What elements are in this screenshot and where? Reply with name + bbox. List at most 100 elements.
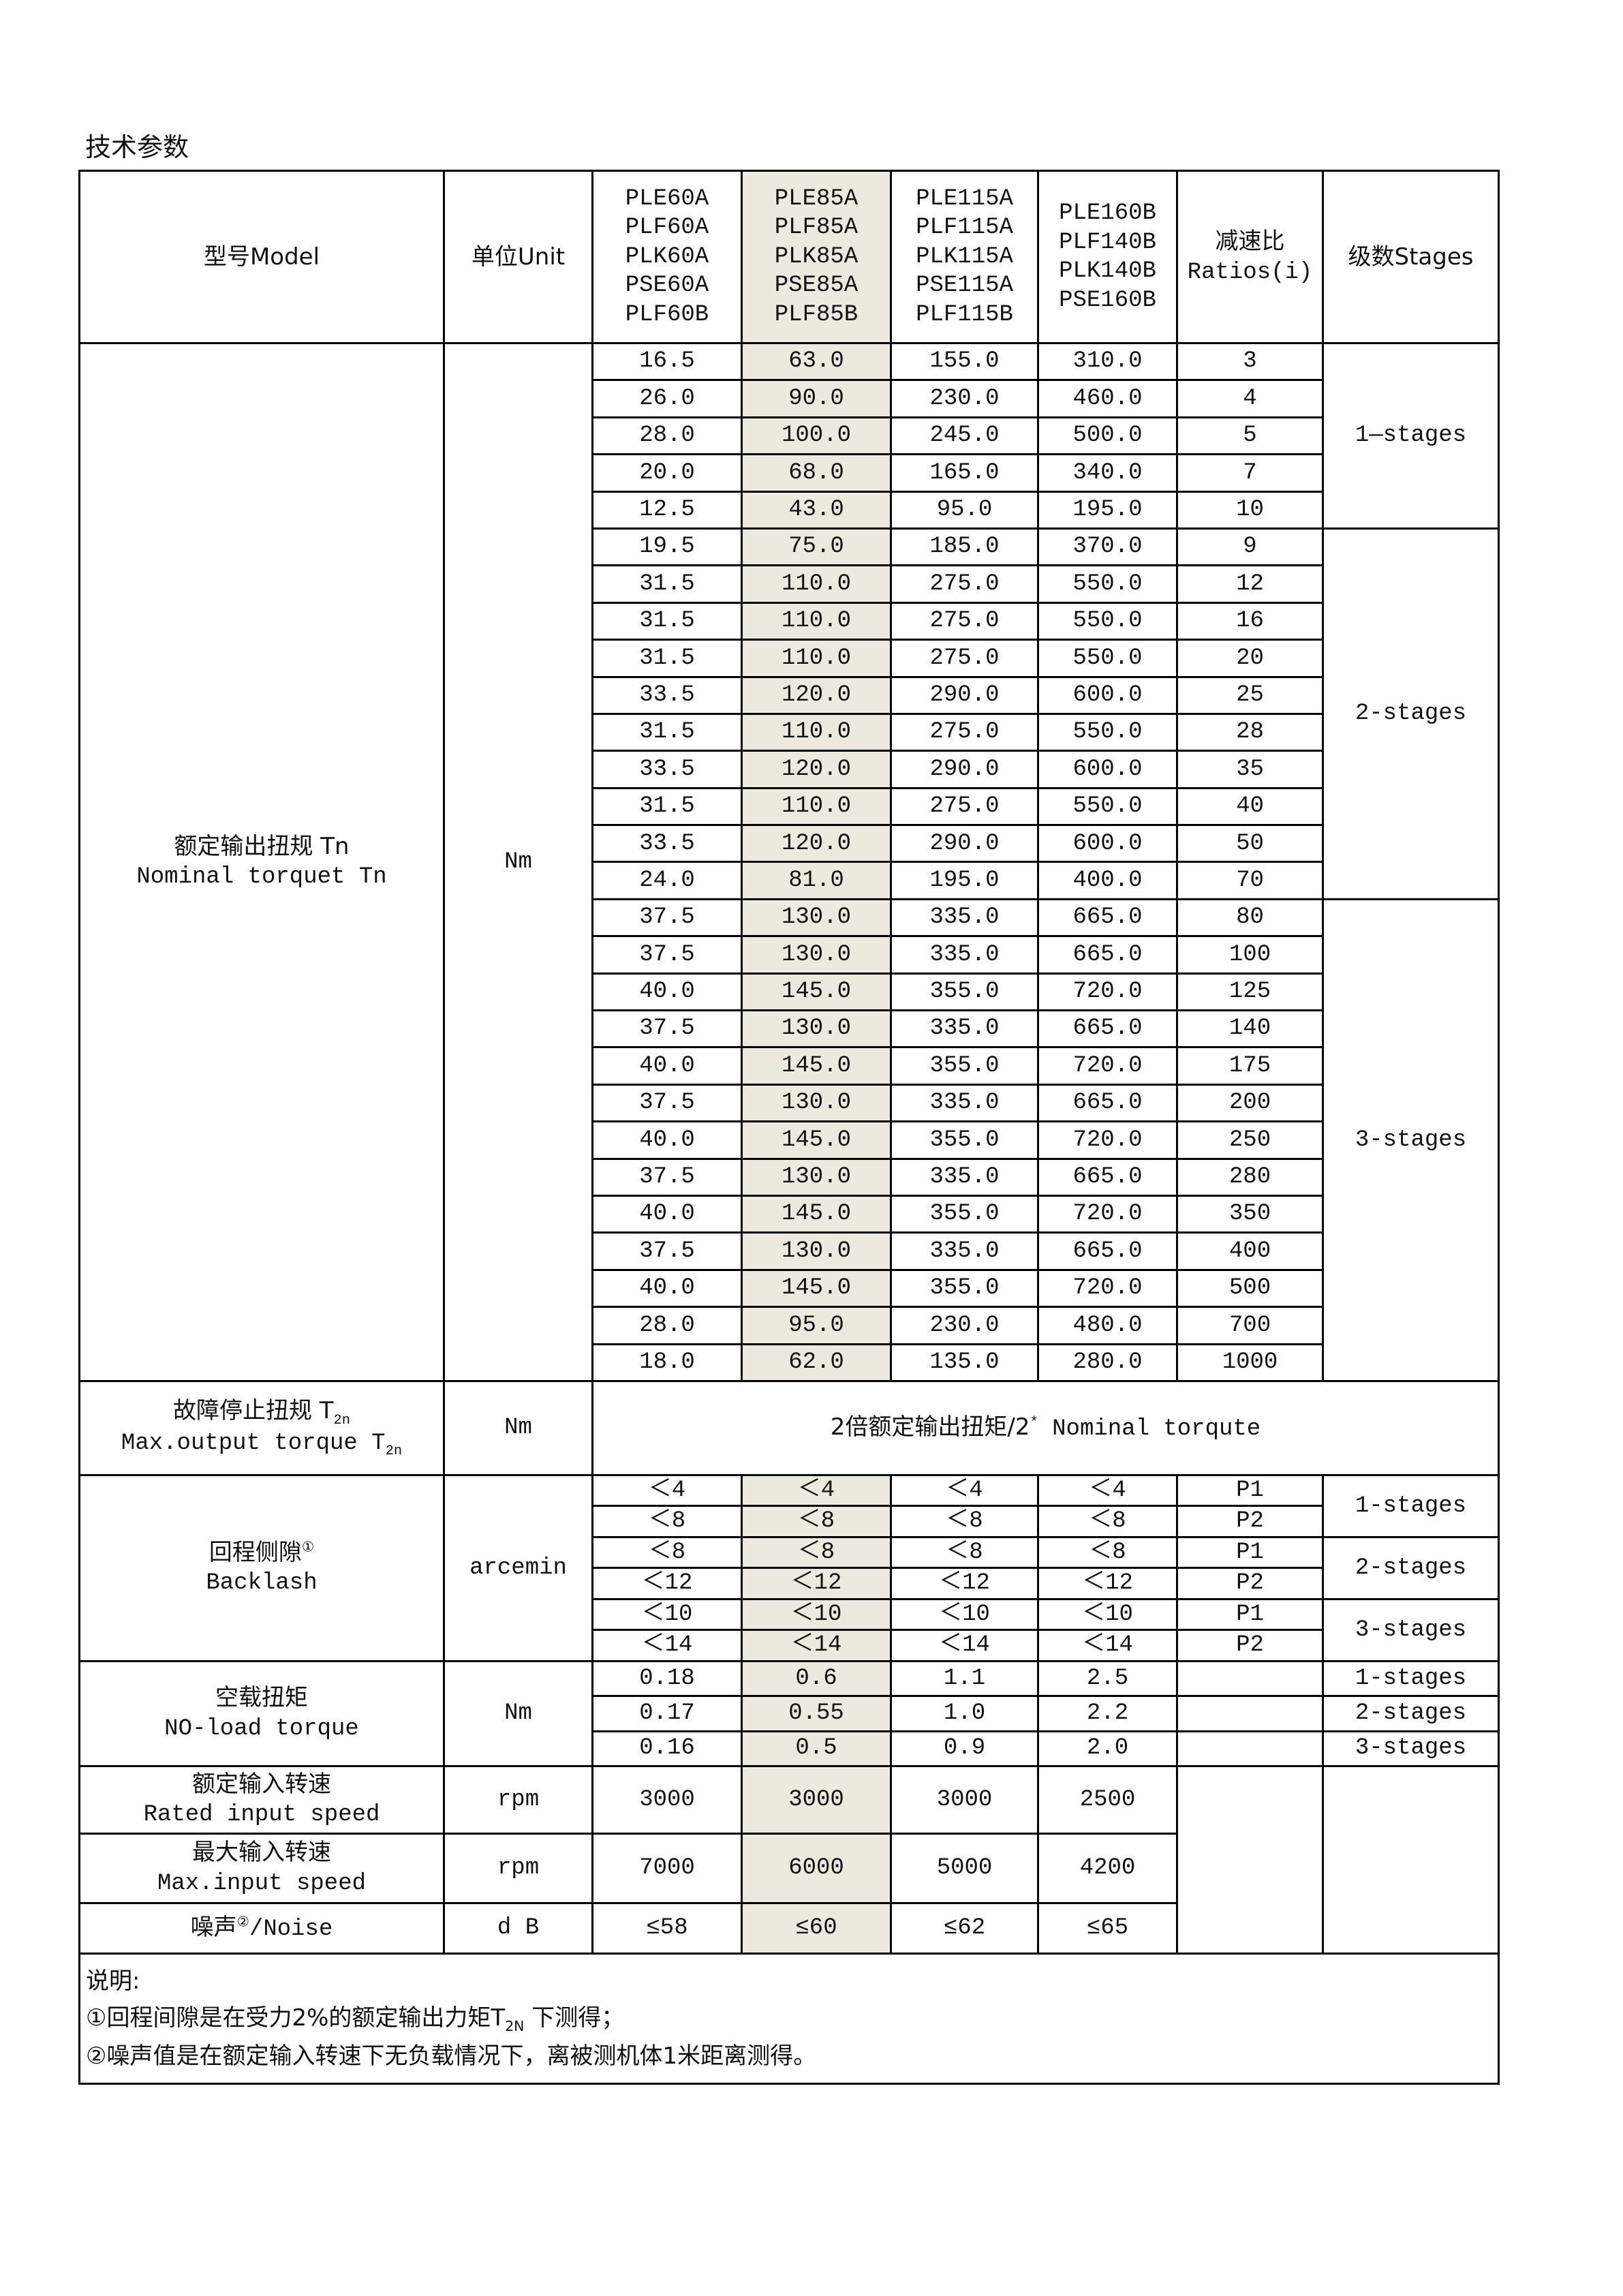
ratio-value: 3	[1176, 341, 1324, 382]
ratio-value: 4	[1176, 379, 1324, 418]
ratio-value: 280	[1176, 1157, 1324, 1197]
ratio-value: 5	[1176, 416, 1324, 456]
ratio-value: 200	[1176, 1083, 1324, 1123]
empty-cell	[1176, 1659, 1324, 1698]
model-name: PLF60A	[625, 215, 709, 241]
torque-value: 37.5	[591, 1009, 743, 1049]
max-torque-value: 2倍额定输出扭矩/2* Nominal torqute	[591, 1379, 1500, 1476]
torque-value: 31.5	[591, 786, 743, 827]
torque-value: 63.0	[741, 341, 892, 382]
table-row: 故障停止扭规 T2n Max.output torque T2n Nm 2倍额定输出扭…	[78, 1379, 1500, 1476]
stage-group: 1-stages	[1322, 1659, 1500, 1698]
table-row: 12.5 43.0 95.0 195.0 10	[80, 490, 1499, 530]
noise-value: ≤58	[591, 1901, 743, 1955]
torque-value: 33.5	[591, 750, 743, 789]
model-name: PLF60B	[625, 301, 709, 328]
value-tail: Nominal torqute	[1038, 1415, 1261, 1442]
model-name: PLK85A	[774, 243, 859, 270]
ratio-value: 12	[1176, 564, 1324, 604]
backlash-label: 回程侧隙① Backlash	[78, 1473, 445, 1662]
torque-value: 110.0	[741, 601, 892, 641]
model-name: PLK115A	[916, 243, 1013, 270]
table-row: 33.5 120.0 290.0 600.0 50	[80, 824, 1499, 863]
stage-group: 1-stages	[1322, 1473, 1500, 1538]
no-load-value: 2.2	[1037, 1695, 1178, 1732]
backlash-value: ＜8	[591, 1505, 743, 1538]
torque-value: 600.0	[1037, 675, 1178, 715]
backlash-value: ＜12	[591, 1567, 743, 1600]
no-load-value: 0.17	[591, 1695, 743, 1732]
backlash-value: ＜4	[1037, 1473, 1178, 1507]
table-row: 空载扭矩 NO-load torque Nm 0.18 0.6 1.1 2.5 1-stage…	[78, 1659, 1500, 1767]
no-load-value: 0.18	[591, 1659, 743, 1698]
torque-value: 145.0	[741, 1194, 892, 1234]
noise-unit: d B	[443, 1901, 593, 1955]
torque-value: 720.0	[1037, 1046, 1178, 1086]
torque-value: 335.0	[890, 898, 1039, 938]
noise-value: ≤65	[1037, 1901, 1178, 1955]
torque-value: 31.5	[591, 639, 743, 678]
backlash-value: ＜8	[1037, 1535, 1178, 1570]
model-name: PLF115A	[916, 215, 1013, 241]
label-en: NO-load torque	[164, 1715, 359, 1742]
label-en: Backlash	[206, 1570, 318, 1597]
noise-label: 噪声②/Noise	[78, 1901, 445, 1955]
ratio-value: 7	[1176, 453, 1324, 493]
torque-value: 600.0	[1037, 750, 1178, 789]
torque-value: 500.0	[1037, 416, 1178, 456]
label-cn: 回程侧隙	[208, 1538, 302, 1566]
rated-speed-value: 3000	[890, 1764, 1039, 1835]
rated-speed-value: 3000	[591, 1764, 743, 1835]
table-row: 28.0 100.0 245.0 500.0 5	[80, 416, 1499, 456]
model-name: PSE160B	[1059, 287, 1156, 313]
torque-value: 720.0	[1037, 1194, 1178, 1234]
stage-group: 3-stages	[1322, 1597, 1500, 1662]
table-row: 0.17 0.55 1.0 2.2 2-stages	[80, 1695, 1500, 1732]
backlash-value: ＜14	[890, 1629, 1039, 1662]
ratio-value: 250	[1176, 1120, 1324, 1160]
noise-value: ≤60	[741, 1901, 892, 1955]
table-row: 37.5 130.0 335.0 665.0 140	[80, 1009, 1499, 1049]
torque-value: 135.0	[890, 1343, 1039, 1382]
table-row: 31.5 110.0 275.0 550.0 12	[80, 564, 1499, 604]
torque-value: 165.0	[890, 453, 1039, 493]
torque-value: 16.5	[591, 341, 743, 382]
torque-value: 120.0	[741, 824, 892, 863]
model-name: PLF85B	[774, 301, 859, 328]
torque-value: 550.0	[1037, 601, 1178, 641]
torque-value: 280.0	[1037, 1343, 1178, 1382]
torque-value: 28.0	[591, 1306, 743, 1345]
max-torque-label: 故障停止扭规 T2n Max.output torque T2n	[78, 1379, 445, 1476]
ratio-value: 70	[1176, 861, 1324, 900]
model-name: PLF140B	[1059, 229, 1156, 256]
table-row: 回程侧隙① Backlash arcemin ＜4 ＜4 ＜4 ＜4 P1 1-stages	[78, 1473, 1500, 1662]
subscript: 2N	[505, 2018, 525, 2035]
torque-value: 290.0	[890, 750, 1039, 789]
torque-value: 400.0	[1037, 861, 1178, 900]
torque-value: 37.5	[591, 1231, 743, 1271]
torque-value: 40.0	[591, 1046, 743, 1086]
precision-class: P2	[1176, 1567, 1324, 1600]
precision-class: P2	[1176, 1629, 1324, 1662]
table-row: 说明: ①回程间隙是在受力2%的额定输出力矩T2N 下测得； ②噪声值是在额定输入转…	[78, 1952, 1500, 2085]
backlash-value: ＜8	[890, 1505, 1039, 1538]
torque-value: 31.5	[591, 564, 743, 604]
torque-value: 120.0	[741, 750, 892, 789]
torque-value: 24.0	[591, 861, 743, 900]
rated-speed-value: 2500	[1037, 1764, 1178, 1835]
torque-value: 130.0	[741, 1083, 892, 1123]
noise-value: ≤62	[890, 1901, 1039, 1955]
torque-value: 550.0	[1037, 564, 1178, 604]
stage-group: 2-stages	[1322, 1535, 1500, 1600]
page-title: 技术参数	[85, 132, 189, 162]
header-model-group: PLE115A PLF115A PLK115A PSE115A PLF115B	[890, 170, 1039, 344]
backlash-value: ＜10	[741, 1597, 892, 1632]
max-speed-value: 4200	[1037, 1832, 1178, 1904]
torque-value: 720.0	[1037, 1120, 1178, 1160]
torque-value: 18.0	[591, 1343, 743, 1382]
torque-value: 550.0	[1037, 639, 1178, 678]
backlash-value: ＜12	[741, 1567, 892, 1600]
torque-value: 145.0	[741, 1120, 892, 1160]
table-row: 18.0 62.0 135.0 280.0 1000	[80, 1343, 1499, 1382]
table-row: 额定输入转速 Rated input speed rpm 3000 3000 3000 25…	[78, 1764, 1500, 1955]
